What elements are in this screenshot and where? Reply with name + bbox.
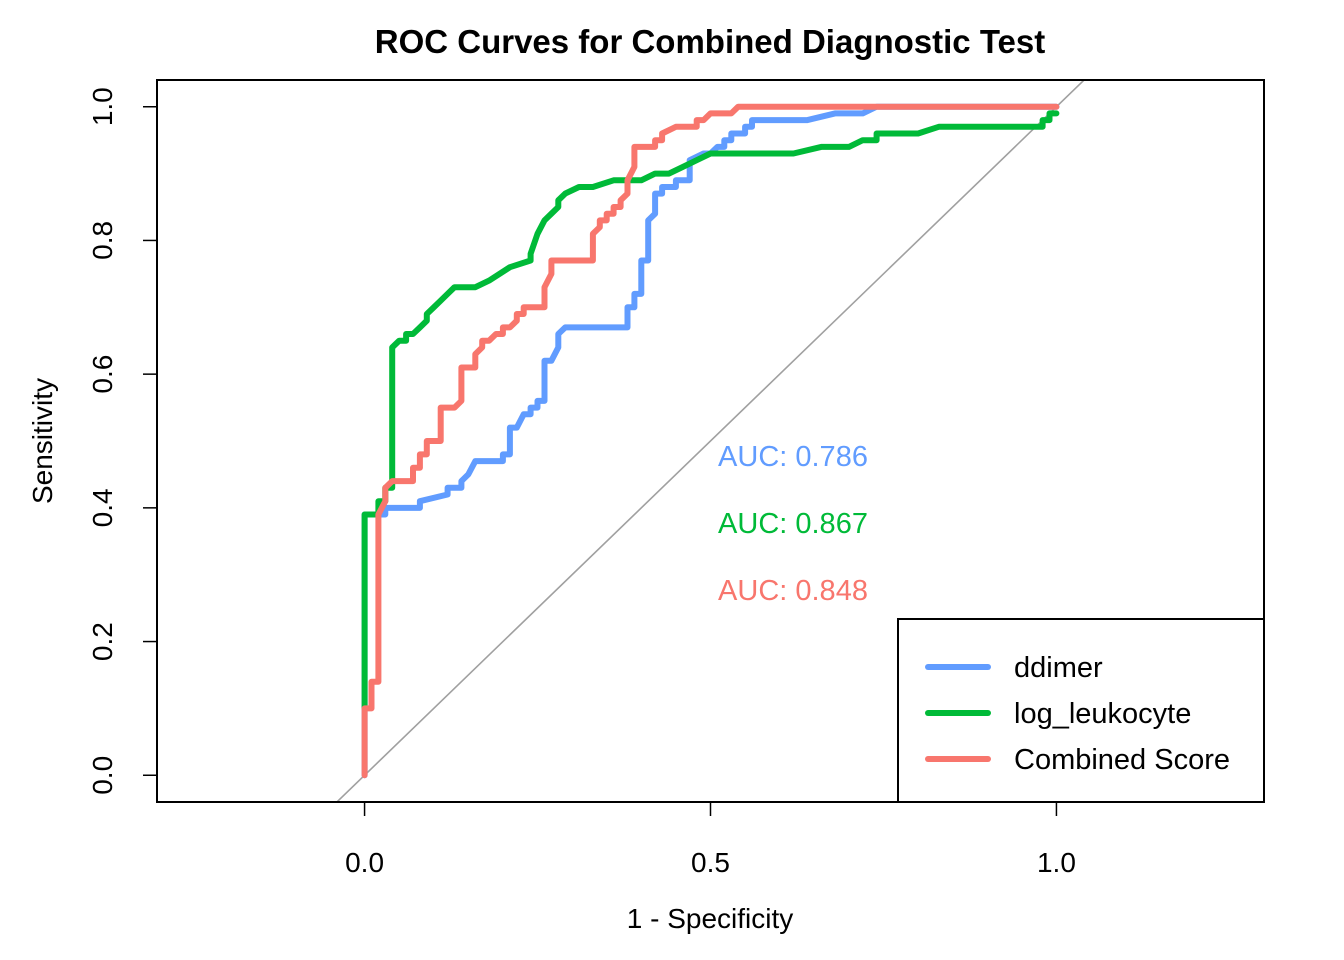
auc-label-1: AUC: 0.786 (718, 441, 868, 473)
legend-label-1: ddimer (1014, 652, 1103, 684)
y-tick-label: 1.0 (87, 87, 118, 126)
y-tick-label: 0.6 (87, 355, 118, 394)
y-tick-label: 0.4 (87, 488, 118, 527)
legend: ddimer log_leukocyte Combined Score (897, 618, 1265, 803)
roc-curve-3 (361, 103, 1060, 779)
plot-area (335, 80, 1086, 802)
chart-title: ROC Curves for Combined Diagnostic Test (375, 23, 1045, 60)
roc-curve-1 (361, 103, 1060, 779)
auc-label-3: AUC: 0.848 (718, 575, 868, 607)
y-tick-label: 0.0 (87, 756, 118, 795)
x-tick-label: 0.0 (345, 847, 384, 878)
y-tick-label: 0.8 (87, 221, 118, 260)
y-tick-label: 0.2 (87, 622, 118, 661)
legend-label-2: log_leukocyte (1014, 698, 1191, 730)
legend-label-3: Combined Score (1014, 744, 1230, 776)
x-axis-label: 1 - Specificity (627, 903, 794, 934)
x-axis: 0.0 0.5 1.0 (345, 801, 1076, 878)
y-axis: 0.0 0.2 0.4 0.6 0.8 1.0 (87, 87, 158, 795)
auc-label-2: AUC: 0.867 (718, 508, 868, 540)
roc-curve-2 (361, 110, 1060, 712)
auc-labels: AUC: 0.786 AUC: 0.867 AUC: 0.848 (718, 441, 868, 607)
reference-diagonal-line (335, 80, 1086, 802)
x-tick-label: 1.0 (1037, 847, 1076, 878)
y-axis-label: Sensitivity (27, 378, 58, 504)
x-tick-label: 0.5 (691, 847, 730, 878)
